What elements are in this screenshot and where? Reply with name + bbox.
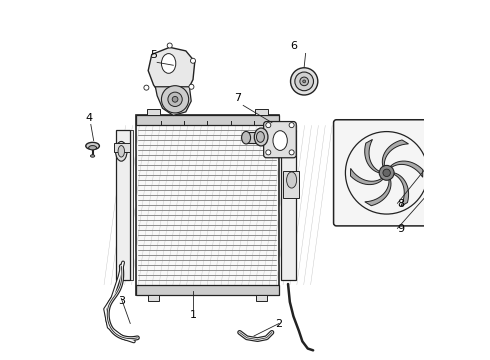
Circle shape [168, 92, 182, 107]
Bar [147, 109, 160, 116]
Circle shape [172, 96, 178, 102]
Text: 4: 4 [85, 113, 93, 123]
Circle shape [379, 165, 394, 180]
Bar [256, 295, 267, 301]
Circle shape [300, 77, 309, 86]
Circle shape [295, 72, 314, 91]
Polygon shape [382, 140, 409, 166]
Polygon shape [155, 87, 191, 116]
Ellipse shape [287, 172, 296, 188]
Ellipse shape [242, 131, 250, 144]
Circle shape [289, 123, 294, 128]
Ellipse shape [118, 145, 124, 157]
Polygon shape [365, 139, 379, 173]
Ellipse shape [116, 141, 127, 161]
Bar [136, 116, 279, 126]
Circle shape [266, 150, 271, 155]
Bar [114, 143, 130, 152]
Text: 2: 2 [275, 319, 283, 329]
Text: 8: 8 [397, 199, 405, 209]
Polygon shape [148, 47, 195, 101]
Circle shape [191, 58, 196, 63]
Polygon shape [394, 173, 409, 206]
Ellipse shape [89, 145, 97, 150]
Bar [148, 295, 159, 301]
Bar [129, 130, 133, 280]
Bar [287, 130, 291, 280]
Text: 1: 1 [190, 310, 196, 320]
Ellipse shape [256, 132, 265, 142]
Ellipse shape [91, 155, 95, 157]
Text: 7: 7 [234, 93, 242, 103]
Bar [283, 171, 299, 198]
Text: 6: 6 [290, 41, 297, 51]
Circle shape [266, 123, 271, 128]
Bar [116, 130, 129, 280]
Bar [136, 285, 279, 295]
Bar [281, 130, 296, 280]
Circle shape [303, 80, 306, 83]
Polygon shape [365, 179, 391, 206]
Circle shape [289, 150, 294, 155]
Circle shape [144, 85, 149, 90]
Circle shape [291, 68, 318, 95]
Polygon shape [350, 168, 383, 185]
Circle shape [161, 86, 189, 113]
Ellipse shape [273, 131, 287, 150]
Ellipse shape [254, 128, 268, 146]
Circle shape [189, 84, 194, 89]
Bar [136, 116, 279, 295]
Text: 3: 3 [118, 296, 125, 306]
Circle shape [383, 169, 391, 176]
Bar [282, 130, 286, 280]
Text: 5: 5 [150, 50, 157, 60]
Bar [247, 132, 263, 143]
FancyBboxPatch shape [264, 122, 296, 158]
Polygon shape [391, 161, 423, 177]
Text: 9: 9 [397, 224, 405, 234]
Ellipse shape [86, 142, 99, 149]
Bar [124, 130, 128, 280]
FancyBboxPatch shape [334, 120, 440, 226]
Ellipse shape [161, 54, 176, 73]
Circle shape [167, 43, 172, 48]
Bar [255, 109, 268, 116]
